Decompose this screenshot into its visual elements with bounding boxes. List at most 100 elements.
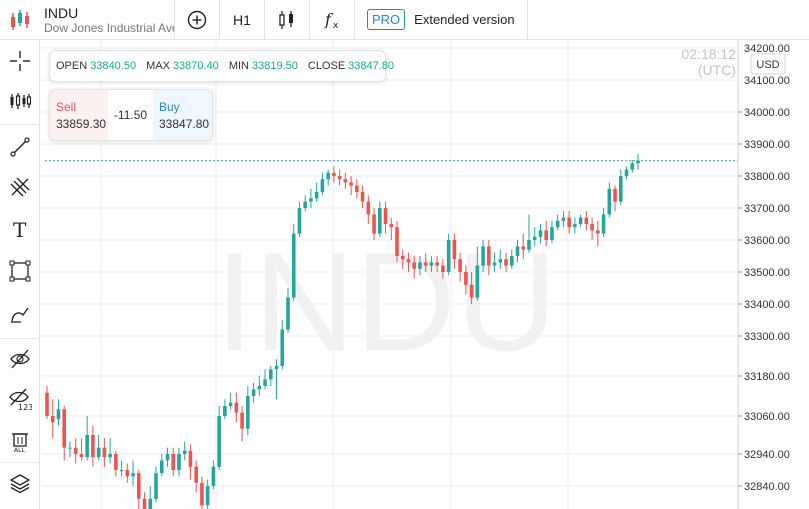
y-tick-label: 33060.00 (744, 411, 790, 423)
currency-label[interactable]: USD (756, 59, 779, 71)
rectangle-tool[interactable] (0, 252, 40, 290)
candle-body (596, 230, 600, 234)
buy-button[interactable]: Buy 33847.80 (153, 90, 212, 140)
timeframe-button[interactable]: H1 (220, 0, 265, 39)
hide-drawings-tool[interactable] (0, 340, 40, 378)
hide-drawings-icon (10, 349, 30, 369)
candle-body (423, 262, 428, 266)
svg-text:T: T (13, 218, 27, 240)
delete-all-icon: ALL (12, 433, 28, 452)
trend-line-tool[interactable] (0, 128, 40, 166)
y-tick-label: 33400.00 (744, 299, 790, 311)
functions-button[interactable]: f x (310, 0, 355, 39)
crosshair-tool[interactable] (0, 42, 40, 80)
candle-body (383, 208, 388, 224)
y-tick-label: 32940.00 (744, 449, 790, 461)
spread-value: -11.50 (113, 108, 148, 122)
candle-body (349, 182, 353, 186)
delete-all-tool[interactable]: ALL (0, 422, 40, 460)
price-axis: 34000.00 33900.00 33800.00 33700.00 33600.00… (737, 40, 790, 509)
candle-body (550, 227, 554, 240)
layers-icon (9, 474, 31, 494)
candles-icon (10, 93, 31, 109)
candle-body (217, 416, 221, 467)
y-tick-label: 34000.00 (744, 107, 790, 119)
candle-body (274, 366, 279, 370)
indicators-tool[interactable] (0, 82, 40, 120)
hide-indicators-icon: 123 (9, 388, 32, 411)
candle-body (251, 389, 256, 396)
y-tick-label: 33180.00 (744, 371, 790, 383)
candle-body (286, 297, 290, 330)
chart-style-button[interactable] (265, 0, 310, 39)
y-tick-label: 33900.00 (744, 139, 790, 151)
layers-tool[interactable] (0, 464, 40, 502)
candle-body (223, 406, 227, 416)
left-toolbar: T (0, 40, 40, 509)
fib-icon (10, 177, 30, 197)
extended-version-button[interactable]: PRO Extended version (355, 0, 528, 39)
candle-body (527, 240, 531, 250)
currency-box[interactable] (750, 53, 786, 75)
y-tick-label: 34100.00 (744, 75, 790, 87)
brush-icon (11, 307, 29, 323)
buy-price: 33847.80 (159, 117, 210, 131)
candle-body (171, 454, 176, 470)
candle-body (154, 473, 158, 499)
add-indicator-button[interactable] (175, 0, 220, 39)
candle-body (45, 392, 49, 416)
candle-body (406, 259, 411, 263)
toolbar-divider (0, 462, 40, 463)
trend-line-icon (10, 137, 30, 157)
candle-body (412, 262, 417, 269)
y-tick-label: 33700.00 (744, 203, 790, 215)
candle-body (337, 176, 342, 180)
candle-body (504, 259, 508, 266)
symbol-selector[interactable]: INDU Dow Jones Industrial Ave (40, 0, 175, 39)
close-label: CLOSE (307, 60, 346, 72)
candle-body (326, 172, 330, 180)
svg-text:ALL: ALL (14, 447, 25, 452)
symbol-description: Dow Jones Industrial Ave (44, 21, 175, 35)
candle-body (509, 256, 514, 266)
candle-body (395, 227, 399, 256)
sell-button[interactable]: Sell 33859.30 (50, 90, 108, 140)
candle-body (515, 246, 520, 256)
brush-tool[interactable] (0, 295, 40, 333)
candle-body (441, 265, 445, 272)
pro-badge: PRO (367, 9, 406, 30)
symbol-name: INDU (44, 5, 79, 21)
candle-body (366, 201, 371, 215)
candle-body (607, 188, 612, 215)
candle-body (114, 454, 118, 470)
y-tick-label: 33300.00 (744, 331, 790, 343)
candle-body (50, 416, 55, 423)
chart-type-icon[interactable] (0, 0, 40, 39)
candle-body (590, 224, 594, 231)
candles-layer (45, 153, 640, 509)
toolbar-divider (0, 124, 40, 125)
candle-body (492, 262, 497, 266)
candle-body (257, 386, 262, 390)
candle-body (68, 447, 72, 449)
candle-body (309, 198, 313, 202)
svg-text:123: 123 (18, 403, 32, 411)
candle-body (142, 498, 147, 509)
candle-body (561, 217, 566, 221)
candle-body (613, 188, 617, 202)
candle-body (452, 240, 457, 260)
candle-body (332, 172, 336, 176)
watermark: INDU (215, 223, 557, 380)
hide-indicators-tool[interactable]: 123 (0, 380, 40, 418)
candle-body (360, 192, 365, 202)
fibonacci-tool[interactable] (0, 168, 40, 206)
candle-body (584, 217, 589, 224)
text-tool[interactable]: T (0, 210, 40, 248)
open-label: OPEN (56, 60, 88, 72)
rectangle-icon (9, 260, 31, 282)
candle-body (280, 329, 285, 366)
candle-body (555, 220, 560, 228)
candle-body (79, 454, 84, 458)
candle-body (538, 230, 543, 237)
